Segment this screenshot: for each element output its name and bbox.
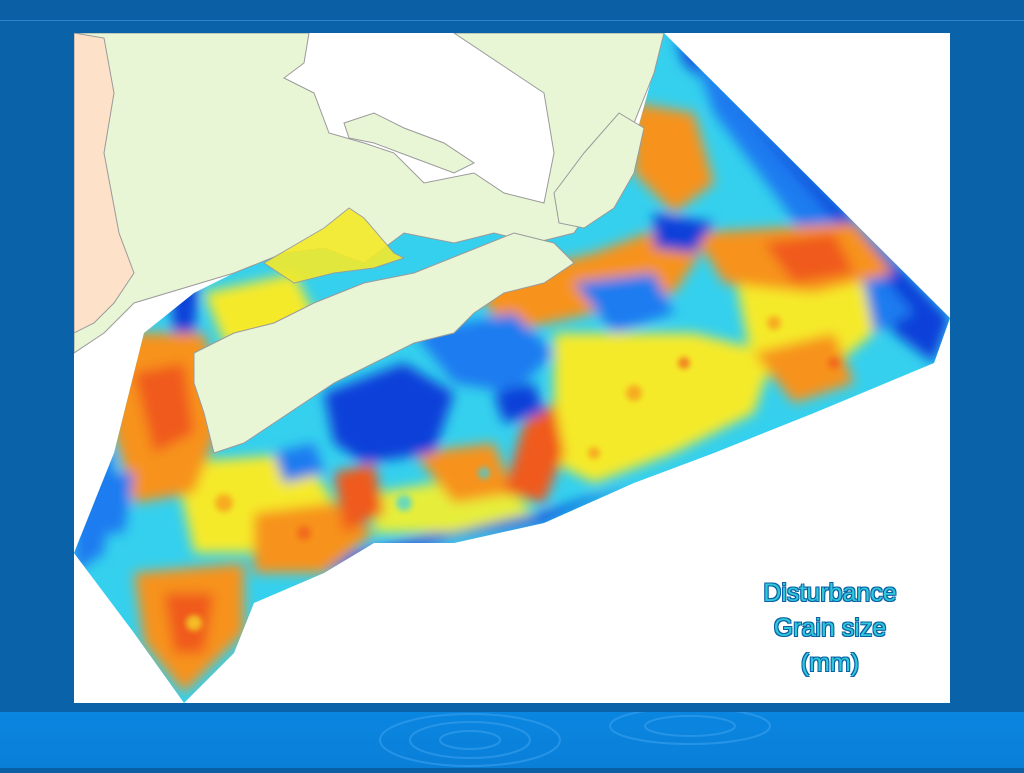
legend-title: Disturbance Grain size (mm) [740,576,920,681]
legend-line-3: (mm) [800,649,860,677]
scotian-shelf-map [74,33,950,703]
map-panel: Disturbance Grain size (mm) [74,33,950,703]
legend-line-2: Grain size [773,614,887,642]
slide-top-band [0,0,1024,21]
ripple-decoration [379,707,771,767]
slide-bottom-band [0,707,1024,768]
legend-line-1: Disturbance [763,579,897,607]
land-masses [74,33,665,454]
